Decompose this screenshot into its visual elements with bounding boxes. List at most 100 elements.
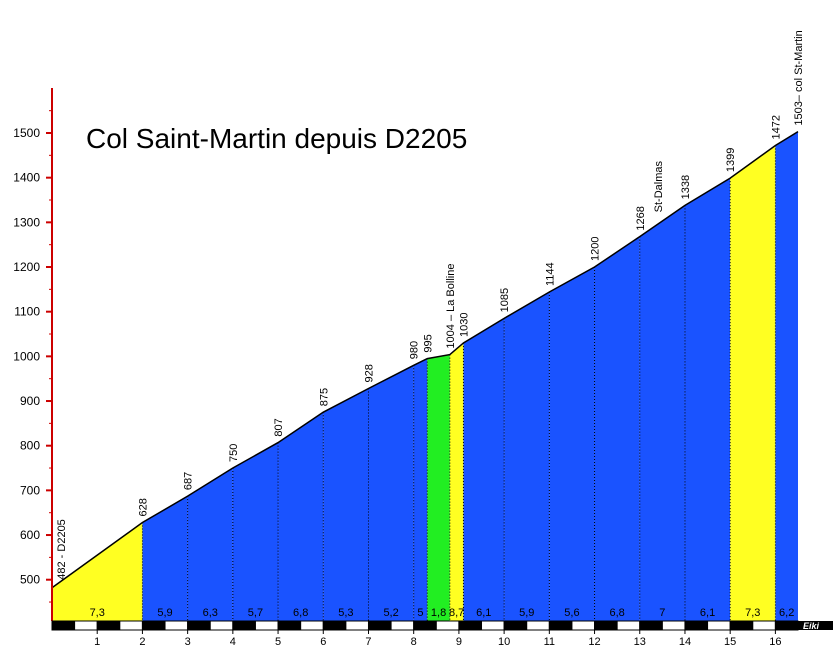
scale-bar-block (74, 620, 98, 631)
gradient-label: 5,7 (248, 607, 263, 619)
waypoint-label: St-Dalmas (653, 160, 665, 212)
elevation-label: 1268 (635, 206, 647, 230)
x-tick-label: 4 (230, 636, 236, 648)
gradient-label: 1,8 (431, 607, 446, 619)
scale-bar-block (96, 620, 121, 631)
x-tick-label: 1 (94, 636, 100, 648)
scale-bar-block (277, 620, 302, 631)
gradient-label: 6,1 (476, 607, 491, 619)
segment-fill-12 (549, 267, 595, 621)
elevation-label: 482 - D2205 (56, 519, 68, 580)
x-tick-label: 2 (139, 636, 145, 648)
segment-fill-13 (594, 236, 640, 621)
elevation-label: 995 (422, 334, 434, 352)
elevation-label: 1399 (725, 148, 737, 172)
chart-title: Col Saint-Martin depuis D2205 (86, 123, 467, 154)
gradient-label: 5 (417, 607, 423, 619)
profile-outline (51, 131, 799, 589)
x-tick-label: 5 (275, 636, 281, 648)
segment-fill-17 (775, 131, 798, 621)
scale-bar-block (51, 620, 76, 631)
segment-fill-9 (449, 342, 464, 621)
elevation-label: 1503– col St-Martin (793, 30, 805, 125)
y-tick-label: 900 (20, 394, 40, 408)
gradient-label: 6,8 (293, 607, 308, 619)
gradient-label: 5,9 (157, 607, 172, 619)
scale-bar-block (639, 620, 663, 631)
gradient-label: 6,8 (610, 607, 625, 619)
scale-bar-block (571, 620, 596, 631)
scale-bar-block (774, 620, 799, 631)
x-tick-label: 7 (365, 636, 371, 648)
x-tick-label: 14 (679, 636, 691, 648)
scale-bar-block (707, 620, 731, 631)
author-signature: Eiki (803, 621, 820, 631)
scale-bar-block (435, 620, 460, 631)
scale-bar-block (300, 620, 324, 631)
gradient-label: 5,2 (383, 607, 398, 619)
x-tick-label: 13 (634, 636, 646, 648)
scale-bar-block (526, 620, 550, 631)
scale-bar-block (661, 620, 686, 631)
gradient-label: 5,3 (338, 607, 353, 619)
elevation-label: 807 (273, 418, 285, 436)
scale-bar-block (729, 620, 754, 631)
scale-bar-block (164, 620, 189, 631)
y-tick-label: 1100 (14, 305, 40, 319)
scale-bar-block (367, 620, 392, 631)
segment-fill-16 (730, 145, 776, 621)
segment-fill-7 (413, 358, 428, 621)
scale-bar-block (548, 620, 573, 631)
scale-bar-block (187, 620, 211, 631)
elevation-label: 750 (228, 444, 240, 462)
gradient-label: 5,6 (564, 607, 579, 619)
gradient-label: 6,1 (700, 607, 715, 619)
x-tick-label: 6 (320, 636, 326, 648)
y-tick-label: 700 (20, 483, 40, 497)
scale-bar-block (503, 620, 528, 631)
y-tick-label: 800 (20, 439, 40, 453)
scale-bar-block (458, 620, 483, 631)
scale-bar-block (322, 620, 347, 631)
y-tick-label: 1200 (13, 260, 40, 274)
y-tick-label: 1400 (13, 171, 40, 185)
elevation-label: 980 (409, 341, 421, 359)
segment-fill-14 (639, 205, 685, 621)
segment-fill-11 (504, 292, 550, 621)
gradient-labels: 7,3 5,9 6,3 5,7 6,8 5,3 5,2 5 1,8 8,7 6,1 5,9 5,6 6,8… (90, 607, 795, 619)
y-tick-label: 1500 (13, 126, 40, 140)
elevation-label: 928 (363, 364, 375, 382)
segment-fill-4 (278, 412, 324, 621)
y-axis: 500 600 700 800 900 1000 1100 1200 1300 1400 1500 (13, 88, 53, 621)
x-tick-label: 12 (588, 636, 600, 648)
segment-fill-6 (368, 365, 414, 621)
segment-fill-1 (142, 496, 188, 621)
gradient-label: 7,3 (745, 607, 760, 619)
segment-fill-0 (52, 522, 143, 621)
elevation-label: 1144 (544, 262, 556, 286)
scale-bar-block (119, 620, 143, 631)
scale-bar-block (254, 620, 279, 631)
segment-fill-8 (427, 354, 450, 621)
y-tick-label: 1000 (13, 349, 40, 363)
gradient-label: 7,3 (90, 607, 105, 619)
segment-fills (52, 131, 798, 621)
y-tick-label: 600 (20, 528, 40, 542)
x-tick-label: 10 (498, 636, 510, 648)
elevation-label: 1338 (680, 175, 692, 199)
scale-bar-block (616, 620, 641, 631)
gradient-label: 8,7 (449, 607, 464, 619)
elevation-labels: 482 - D2205 628 687 750 807 875 928 980 995 1004 … (56, 30, 805, 579)
gradient-label: 6,2 (779, 607, 794, 619)
elevation-label: 1004 – La Bolline (445, 264, 457, 349)
elevation-label: 1472 (770, 115, 782, 139)
scale-bar-block (684, 620, 709, 631)
x-tick-label: 11 (544, 636, 555, 648)
x-tick-label: 9 (456, 636, 462, 648)
scale-bar-block (752, 620, 776, 631)
scale-bar-end (798, 621, 833, 630)
x-tick-label: 15 (724, 636, 736, 648)
segment-fill-2 (187, 468, 233, 621)
scale-bar-block (345, 620, 369, 631)
elevation-label: 875 (318, 388, 330, 406)
